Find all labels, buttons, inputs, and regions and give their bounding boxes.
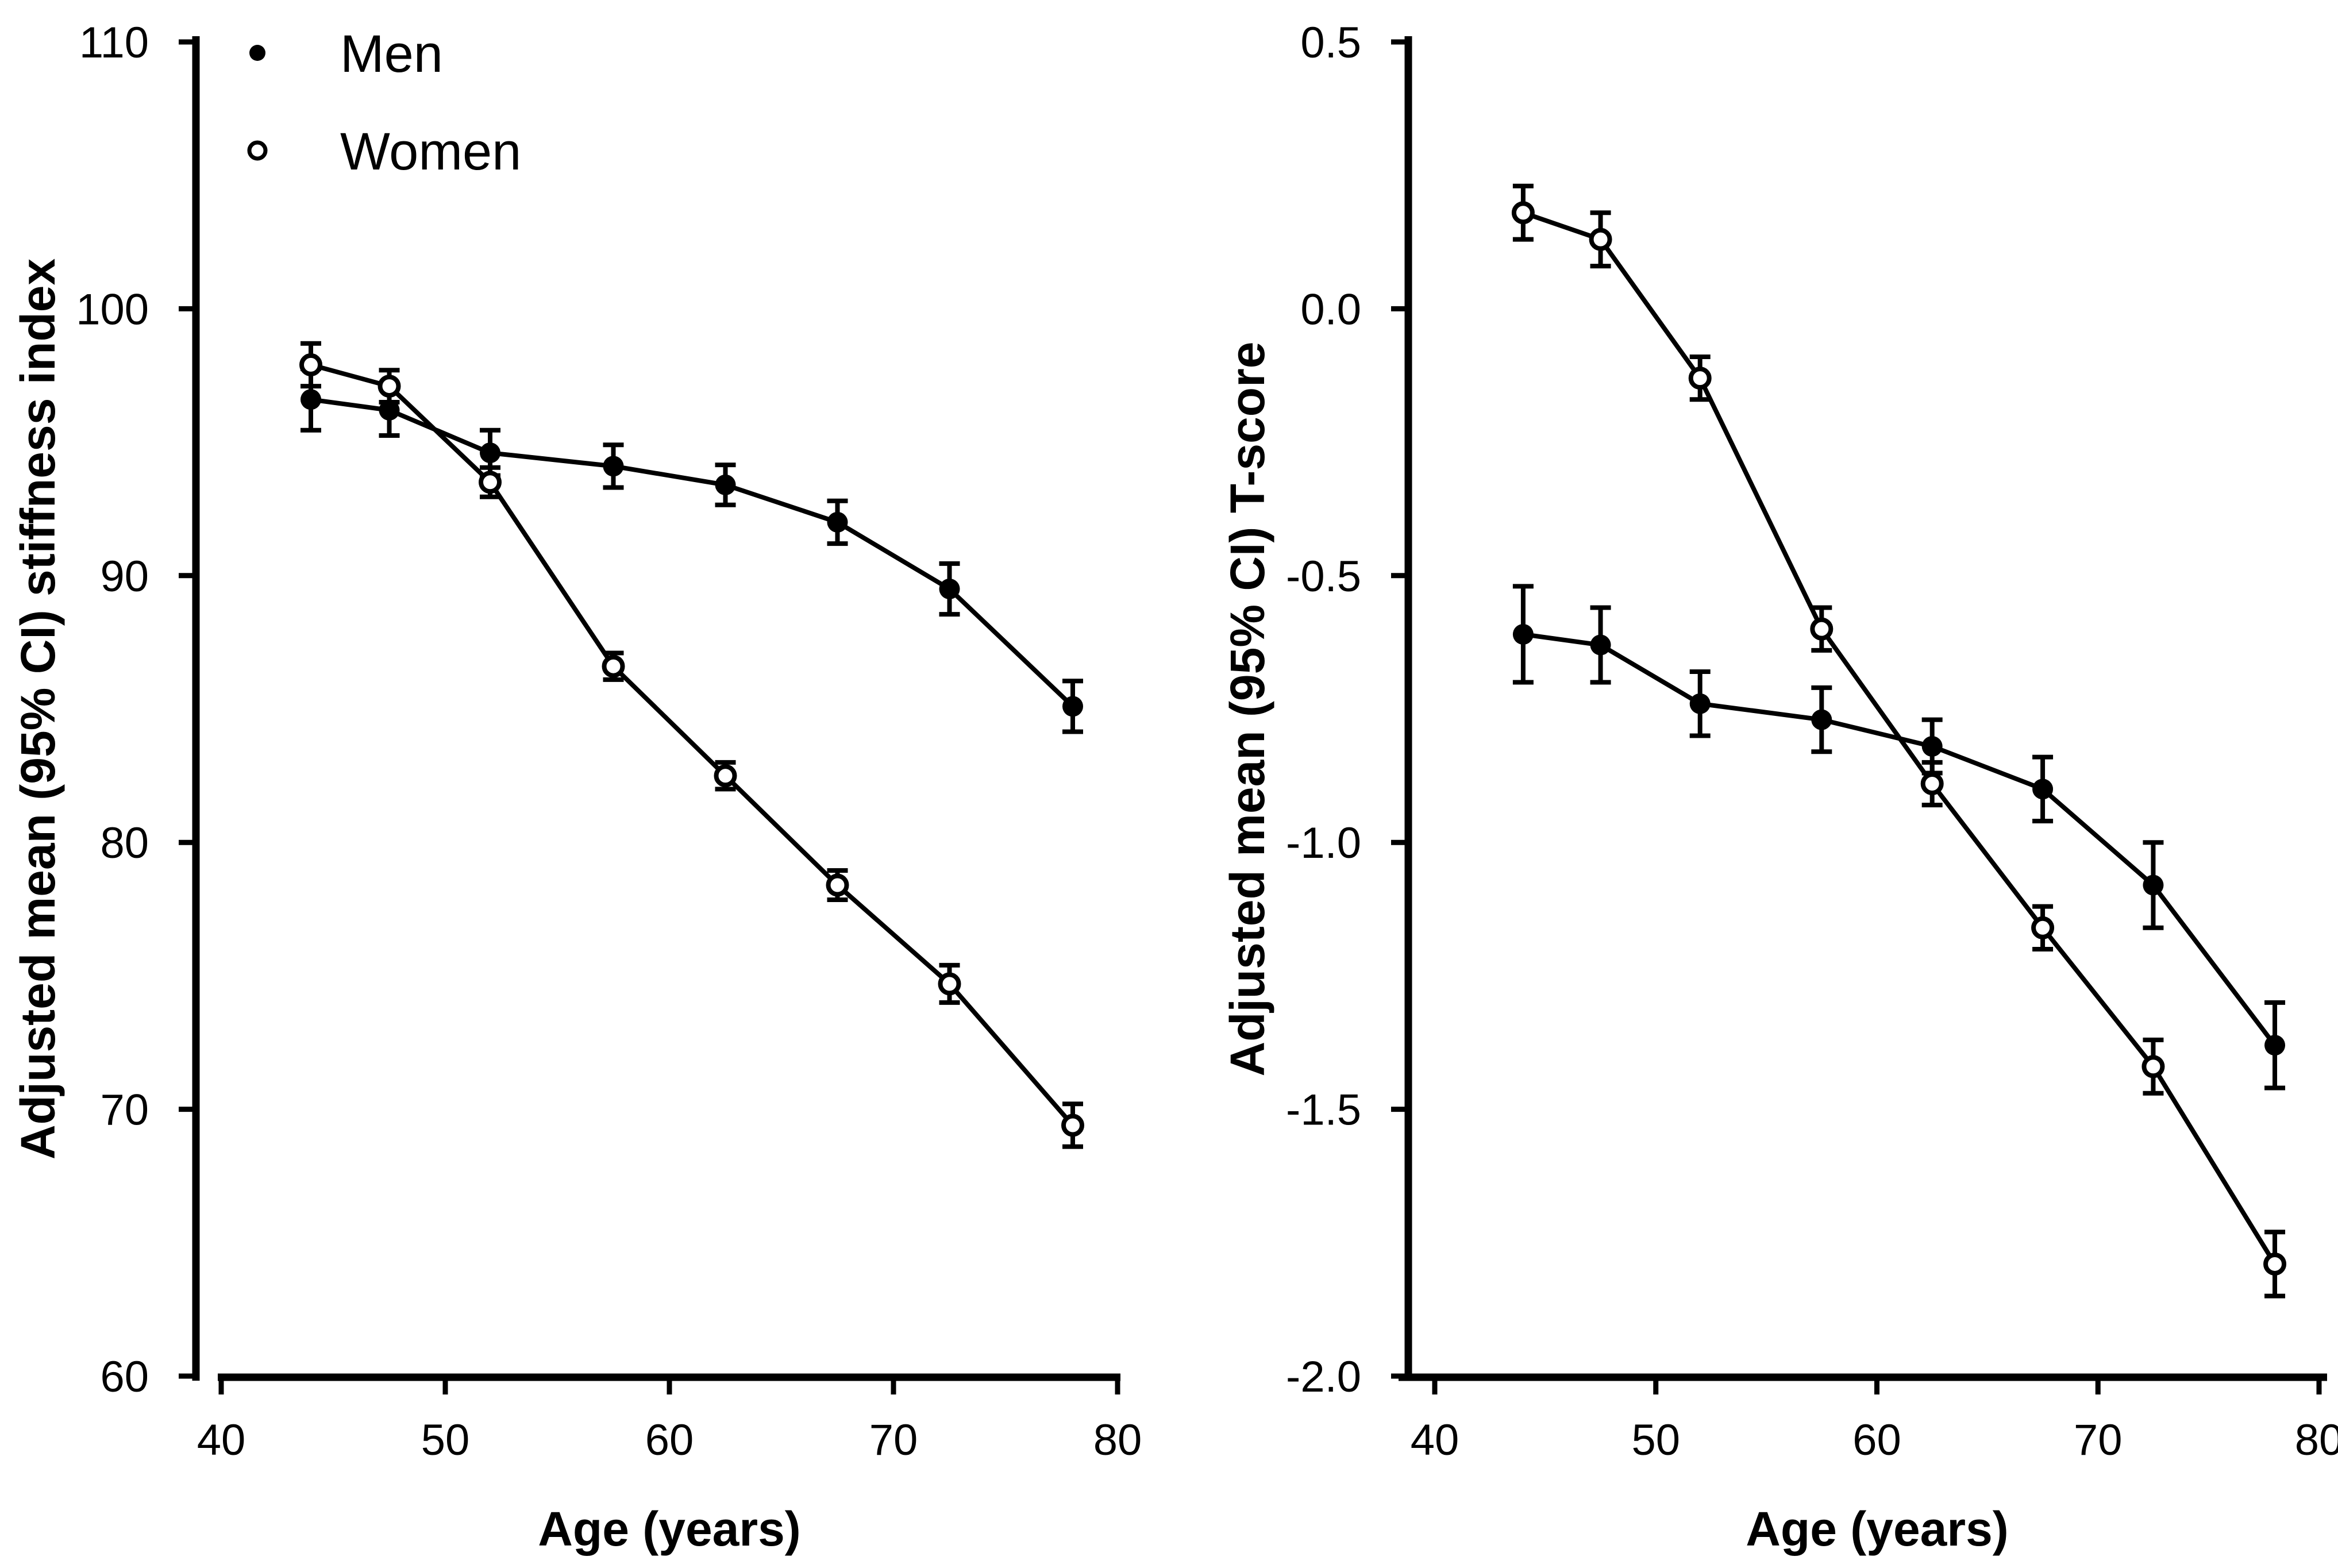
panel-left-men-marker-filled-circle-icon (379, 399, 400, 421)
panel-right-men-marker-filled-circle-icon (2032, 779, 2054, 800)
panel-left-women-marker-open-circle-icon (299, 353, 322, 376)
panel-right-men-marker-filled-circle-icon (2264, 1035, 2286, 1056)
panel-left-x-axis-title: Age (years) (538, 1502, 801, 1556)
panel-left-x-tick-label: 60 (645, 1416, 694, 1465)
panel-right-x-tick-label: 70 (2074, 1416, 2123, 1465)
panel-left-y-tick-label: 80 (100, 819, 149, 868)
panel-left-men-marker-filled-circle-icon (827, 511, 848, 533)
panel-right-x-tick-label: 50 (1631, 1416, 1680, 1465)
panel-right-x-tick-label: 80 (2295, 1416, 2338, 1465)
panel-left-women-marker-open-circle-icon (378, 375, 401, 398)
panel-left-y-tick-label: 60 (100, 1353, 149, 1401)
panel-right-y-tick-label: -2.0 (1286, 1353, 1361, 1401)
legend-filled-circle-icon (249, 45, 265, 61)
panel-right-x-tick-label: 60 (1852, 1416, 1901, 1465)
panel-left-y-tick-label: 110 (79, 18, 149, 67)
panel-right-women-marker-open-circle-icon (1688, 367, 1712, 390)
panel-left-women-marker-open-circle-icon (714, 764, 737, 788)
panel-right-women-marker-open-circle-icon (1511, 201, 1535, 225)
panel-left-men-line (310, 397, 1074, 708)
panel-left-women-marker-open-circle-icon (479, 471, 502, 494)
panel-right-women-marker-open-circle-icon (2031, 916, 2055, 939)
panel-right-men-marker-filled-circle-icon (1590, 634, 1611, 656)
panel-right-y-axis-title: Adjusted mean (95% CI) T-score (1220, 342, 1274, 1077)
panel-right-y-tick-label: -1.0 (1286, 819, 1361, 868)
panel-right-men-marker-filled-circle-icon (1512, 623, 1534, 645)
panel-right-women-marker-open-circle-icon (2141, 1055, 2165, 1078)
panel-left-x-tick-label: 50 (421, 1416, 470, 1465)
legend-label-men: Men (340, 25, 443, 83)
panel-left-men-marker-filled-circle-icon (939, 579, 960, 600)
panel-left-women-marker-open-circle-icon (602, 654, 625, 678)
panel-left-x-tick-label: 40 (197, 1416, 246, 1465)
panel-left-women-marker-open-circle-icon (826, 873, 849, 897)
panel-right-x-tick-label: 40 (1411, 1416, 1459, 1465)
panel-right-men-marker-filled-circle-icon (1689, 693, 1711, 714)
panel-left-y-tick-label: 70 (100, 1086, 149, 1135)
legend-label-women: Women (340, 122, 521, 181)
panel-left-men-marker-filled-circle-icon (480, 442, 500, 464)
panel-left-y-tick-label: 90 (100, 552, 149, 601)
panel-left-x-tick-label: 80 (1093, 1416, 1142, 1465)
panel-right-men-marker-filled-circle-icon (1921, 736, 1943, 757)
panel-right-y-tick-label: -0.5 (1286, 552, 1361, 601)
panel-right-y-tick-label: 0.5 (1300, 18, 1361, 67)
legend-open-circle-icon (247, 140, 268, 161)
panel-right-y-tick-label: -1.5 (1286, 1086, 1361, 1135)
panel-left-men-marker-filled-circle-icon (1062, 696, 1083, 717)
panel-right-women-line (1522, 210, 2277, 1266)
panel-left-men-marker-filled-circle-icon (603, 456, 624, 477)
panel-left-y-tick-label: 100 (76, 285, 149, 334)
panel-left-men-marker-filled-circle-icon (301, 389, 321, 410)
panel-left-y-axis-title: Adjusted mean (95% CI) stiffness index (11, 259, 65, 1160)
panel-right-women-marker-open-circle-icon (1920, 772, 1944, 796)
panel-right-y-tick-label: 0.0 (1300, 285, 1361, 334)
panel-right-x-axis-title: Age (years) (1746, 1502, 2009, 1556)
panel-right-women-marker-open-circle-icon (2263, 1252, 2287, 1276)
panel-right-women-marker-open-circle-icon (1810, 617, 1834, 641)
panel-left-women-marker-open-circle-icon (1061, 1114, 1084, 1137)
panel-right-women-marker-open-circle-icon (1589, 228, 1612, 251)
panel-left-women-marker-open-circle-icon (938, 972, 961, 996)
panel-left-men-marker-filled-circle-icon (715, 474, 736, 495)
panel-left-x-tick-label: 70 (869, 1416, 918, 1465)
panel-right-men-marker-filled-circle-icon (1811, 709, 1832, 730)
panel-right-men-marker-filled-circle-icon (2143, 874, 2164, 896)
panel-left-women-line (310, 363, 1075, 1127)
panel-right-men-line (1523, 632, 2277, 1047)
